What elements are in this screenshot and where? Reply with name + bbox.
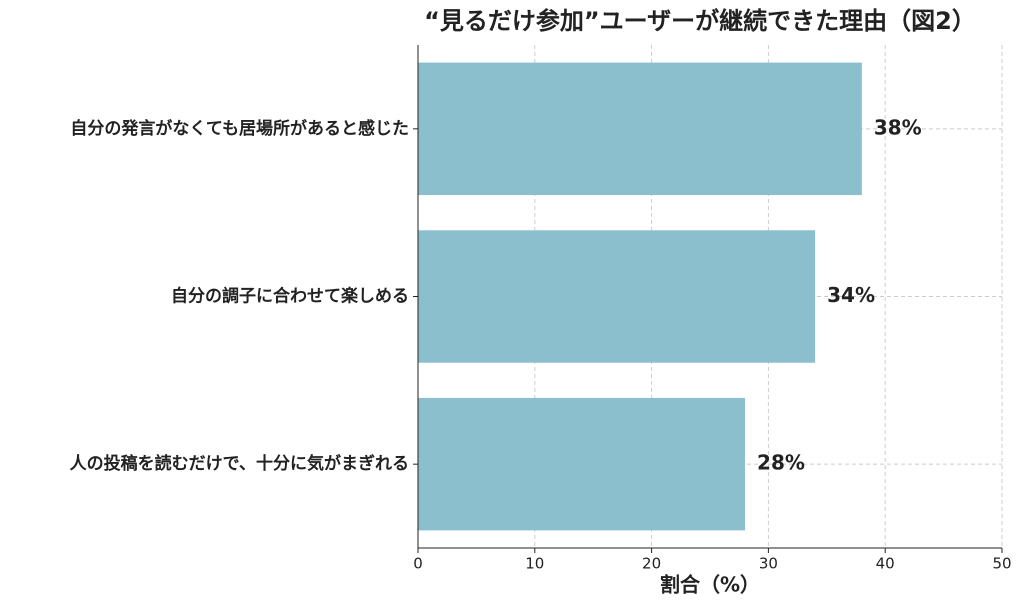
y-tick-label: 自分の発言がなくても居場所があると感じた: [70, 118, 409, 139]
chart-title: “見るだけ参加”ユーザーが継続できた理由（図2）: [424, 7, 976, 35]
x-tick-label: 40: [876, 555, 895, 573]
x-axis-label: 割合（%）: [660, 573, 760, 597]
y-tick-label: 自分の調子に合わせて楽しめる: [171, 286, 409, 307]
data-label: 34%: [827, 283, 875, 307]
x-tick-label: 20: [642, 555, 661, 573]
x-tick-label: 10: [525, 555, 544, 573]
data-label: 28%: [757, 451, 805, 475]
x-tick-label: 50: [992, 555, 1011, 573]
bar: [418, 230, 816, 363]
bar: [418, 397, 746, 531]
bar: [418, 62, 862, 196]
data-label: 38%: [874, 115, 922, 139]
x-tick-label: 0: [413, 555, 423, 573]
y-tick-label: 人の投稿を読むだけで、十分に気がまぎれる: [70, 453, 409, 474]
x-tick-label: 30: [759, 555, 778, 573]
